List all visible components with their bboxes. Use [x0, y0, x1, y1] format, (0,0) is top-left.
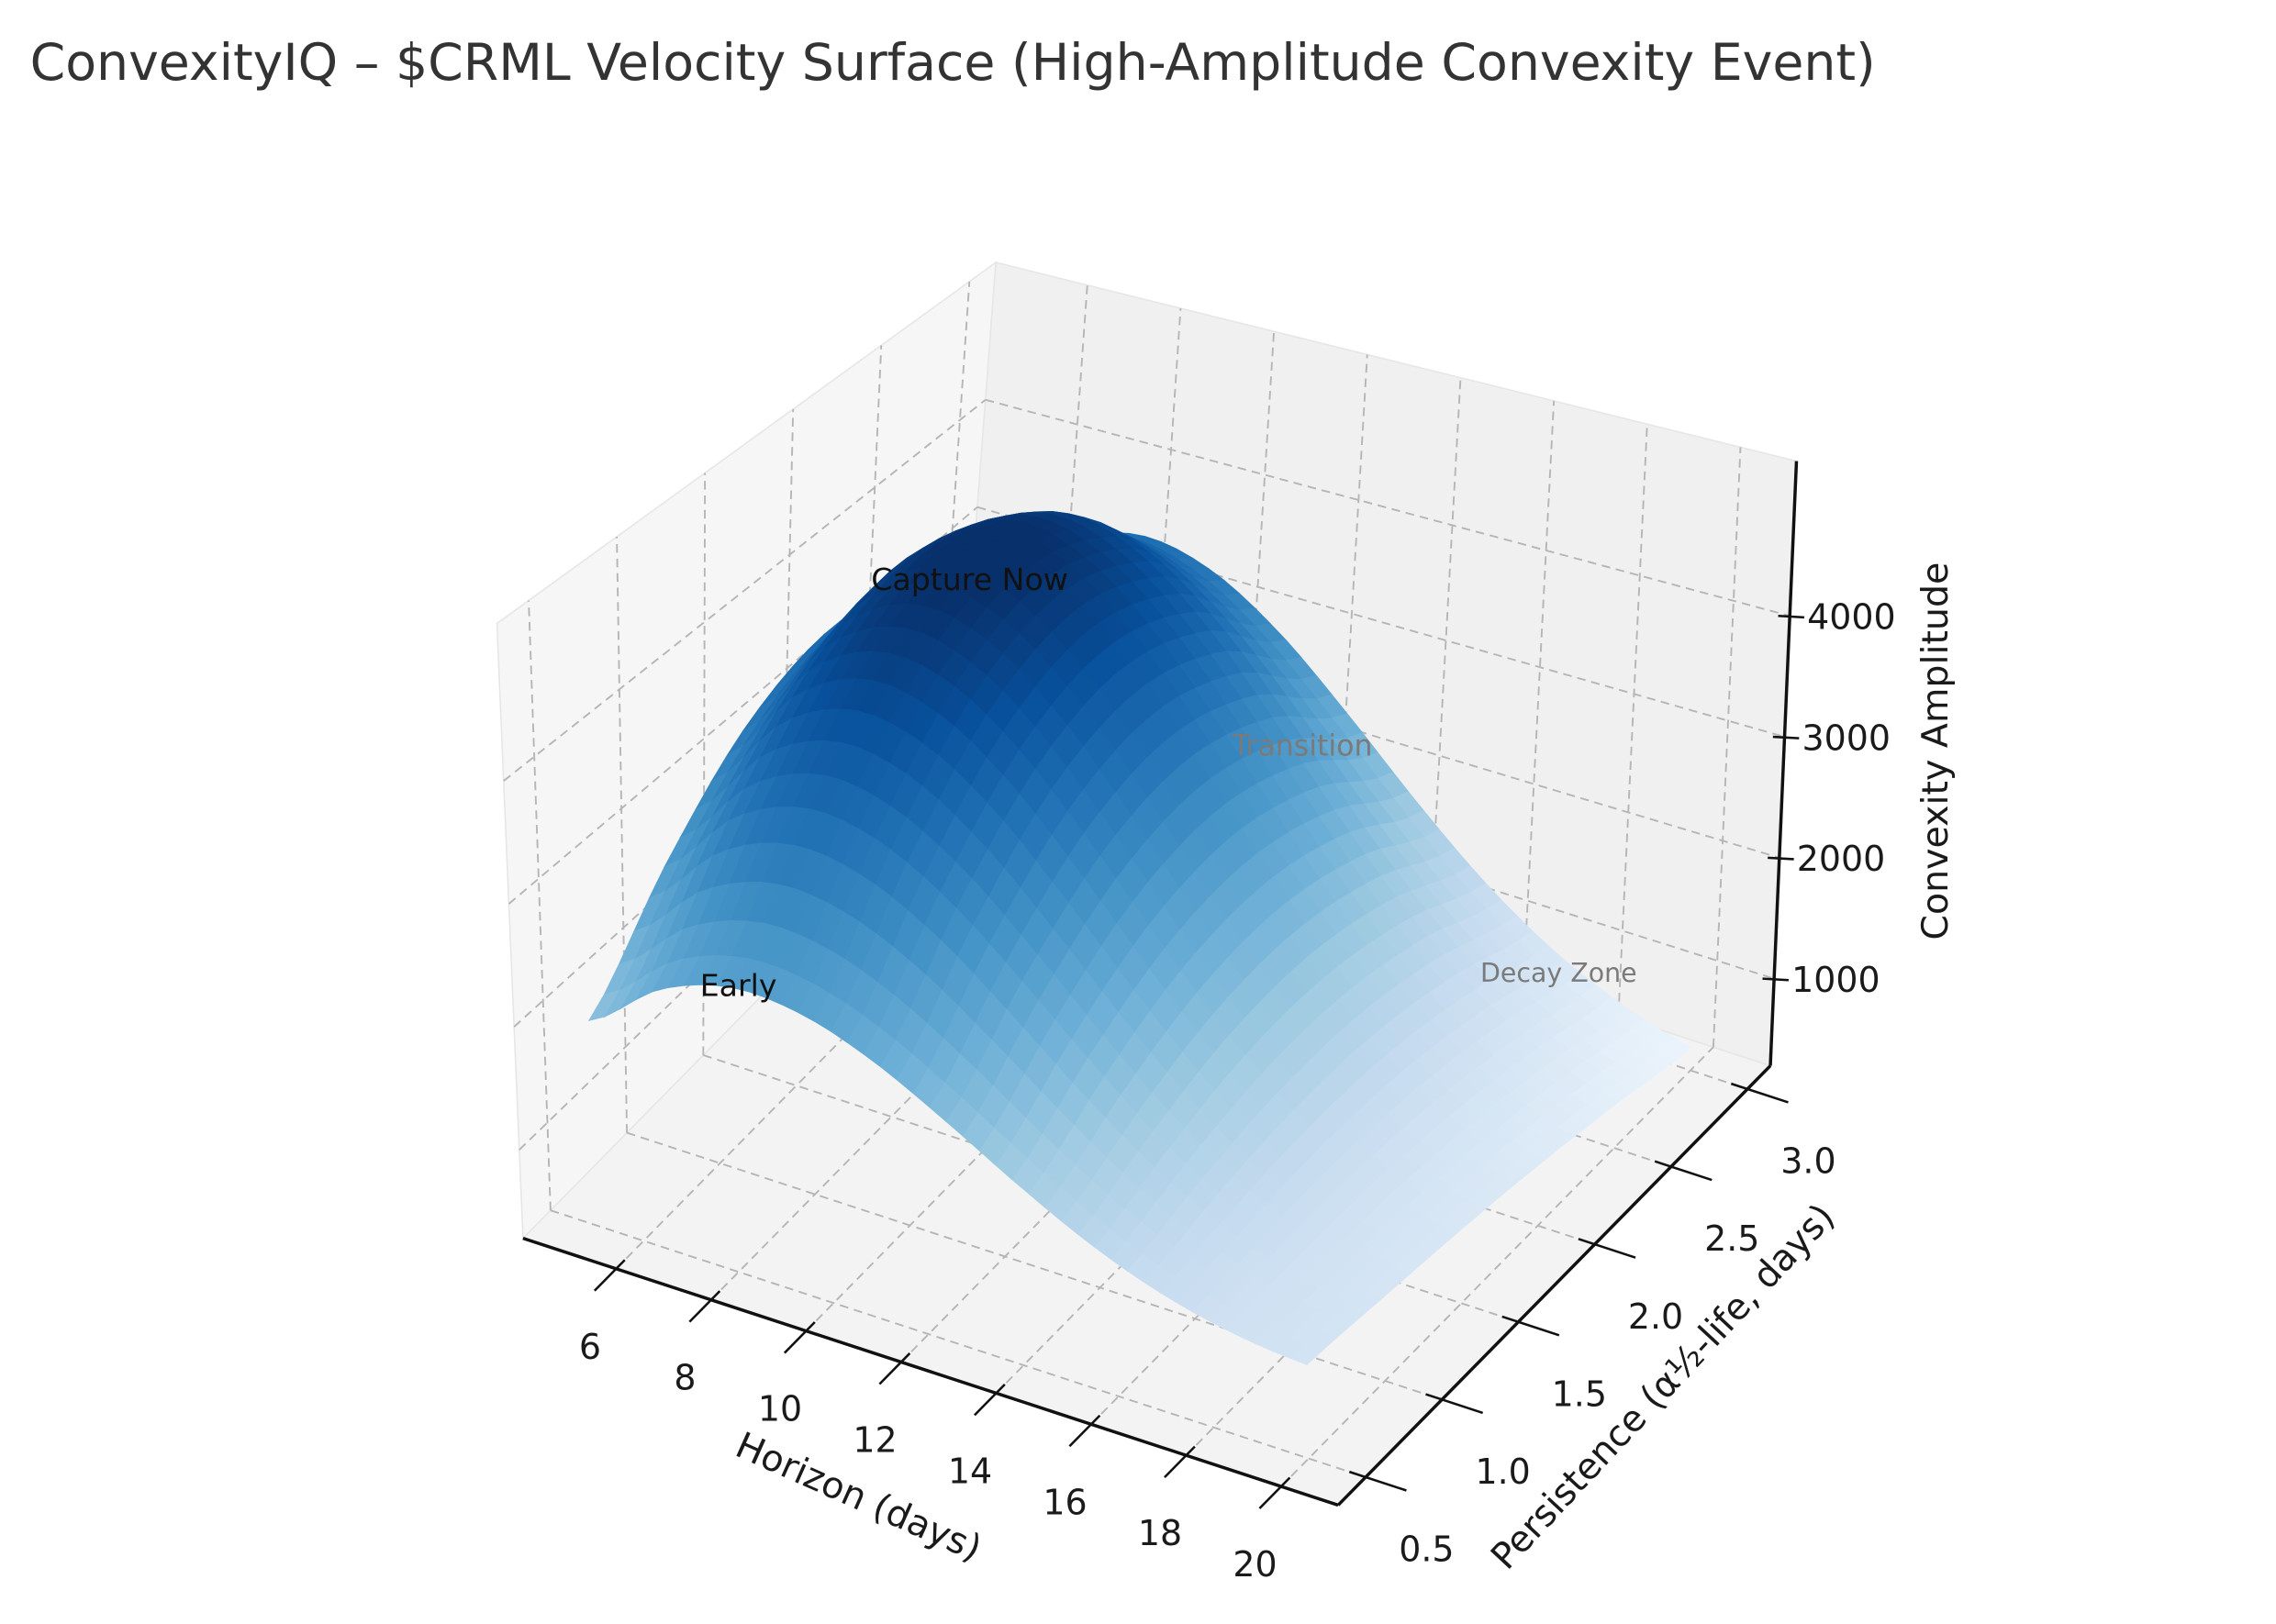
left-gridline-z	[503, 398, 987, 782]
x-tick-label: 12	[853, 1419, 897, 1460]
y-tick-mark	[1425, 1393, 1484, 1415]
back-gridline-x	[1522, 400, 1556, 985]
z-tick-mark	[1768, 856, 1794, 861]
chart-title: ConvexityIQ – $CRML Velocity Surface (Hi…	[30, 34, 1876, 93]
x-tick-label: 16	[1043, 1482, 1087, 1522]
back-gridline-z	[985, 398, 1791, 617]
left-gridline-y	[702, 473, 707, 1055]
y-axis-line	[1336, 1064, 1772, 1507]
back-gridline-z	[976, 506, 1785, 738]
x-tick-mark	[783, 1321, 816, 1354]
z-tick-label: 2000	[1797, 839, 1885, 879]
back-gridline-x	[1427, 377, 1462, 954]
z-axis-line	[1768, 461, 1799, 1066]
x-tick-mark	[1068, 1414, 1101, 1448]
surface	[587, 511, 1692, 1365]
left-gridline-y	[528, 600, 552, 1211]
y-tick-label: 3.0	[1780, 1141, 1835, 1182]
x-tick-label: 20	[1233, 1544, 1277, 1585]
annotation-transition: Transition	[1232, 729, 1373, 762]
x-tick-mark	[1164, 1445, 1196, 1479]
y-tick-mark	[1654, 1160, 1713, 1182]
x-tick-mark	[1258, 1476, 1291, 1509]
floor-gridline-y	[550, 1209, 1367, 1478]
annotation-early: Early	[700, 968, 777, 1004]
x-tick-mark	[973, 1383, 1006, 1417]
z-tick-label: 1000	[1791, 960, 1880, 1000]
floor-gridline-x	[1280, 1046, 1714, 1487]
z-tick-label: 4000	[1807, 596, 1895, 637]
surface-patch	[1289, 1343, 1323, 1365]
x-tick-label: 18	[1138, 1513, 1182, 1553]
y-tick-mark	[1730, 1082, 1789, 1104]
annotation-capture-now: Capture Now	[871, 562, 1068, 597]
y-tick-label: 1.5	[1552, 1374, 1607, 1414]
y-tick-mark	[1501, 1315, 1560, 1337]
z-tick-mark	[1762, 977, 1790, 982]
annotation-decay-zone: Decay Zone	[1480, 958, 1637, 988]
y-tick-label: 0.5	[1399, 1529, 1454, 1570]
y-tick-label: 1.0	[1475, 1452, 1530, 1492]
x-tick-label: 14	[948, 1451, 992, 1491]
y-tick-label: 2.5	[1704, 1218, 1759, 1259]
x-tick-mark	[878, 1352, 911, 1385]
y-tick-mark	[1348, 1470, 1407, 1492]
z-tick-mark	[1778, 614, 1805, 619]
x-tick-mark	[688, 1290, 721, 1323]
x-tick-label: 6	[579, 1327, 601, 1367]
y-tick-label: 2.0	[1628, 1296, 1683, 1337]
y-tick-mark	[1578, 1238, 1636, 1259]
x-tick-mark	[593, 1259, 626, 1292]
z-tick-mark	[1772, 735, 1800, 740]
x-tick-label: 8	[674, 1358, 696, 1398]
left-gridline-y	[616, 536, 629, 1133]
tick-labels: 6 8 10 12 14 16 18 20 0.5 1.0 1.5 2.0 2.5 3.0 1000 2000…	[579, 596, 1896, 1585]
back-gridline-x	[1617, 424, 1648, 1017]
z-tick-label: 3000	[1802, 717, 1890, 758]
back-gridline-z	[968, 613, 1780, 859]
axes	[522, 461, 1805, 1509]
z-axis-label: Convexity Amplitude	[1914, 562, 1957, 940]
back-gridline-x	[1712, 447, 1742, 1048]
x-tick-label: 10	[758, 1389, 802, 1429]
x-axis-line	[522, 1236, 1339, 1507]
